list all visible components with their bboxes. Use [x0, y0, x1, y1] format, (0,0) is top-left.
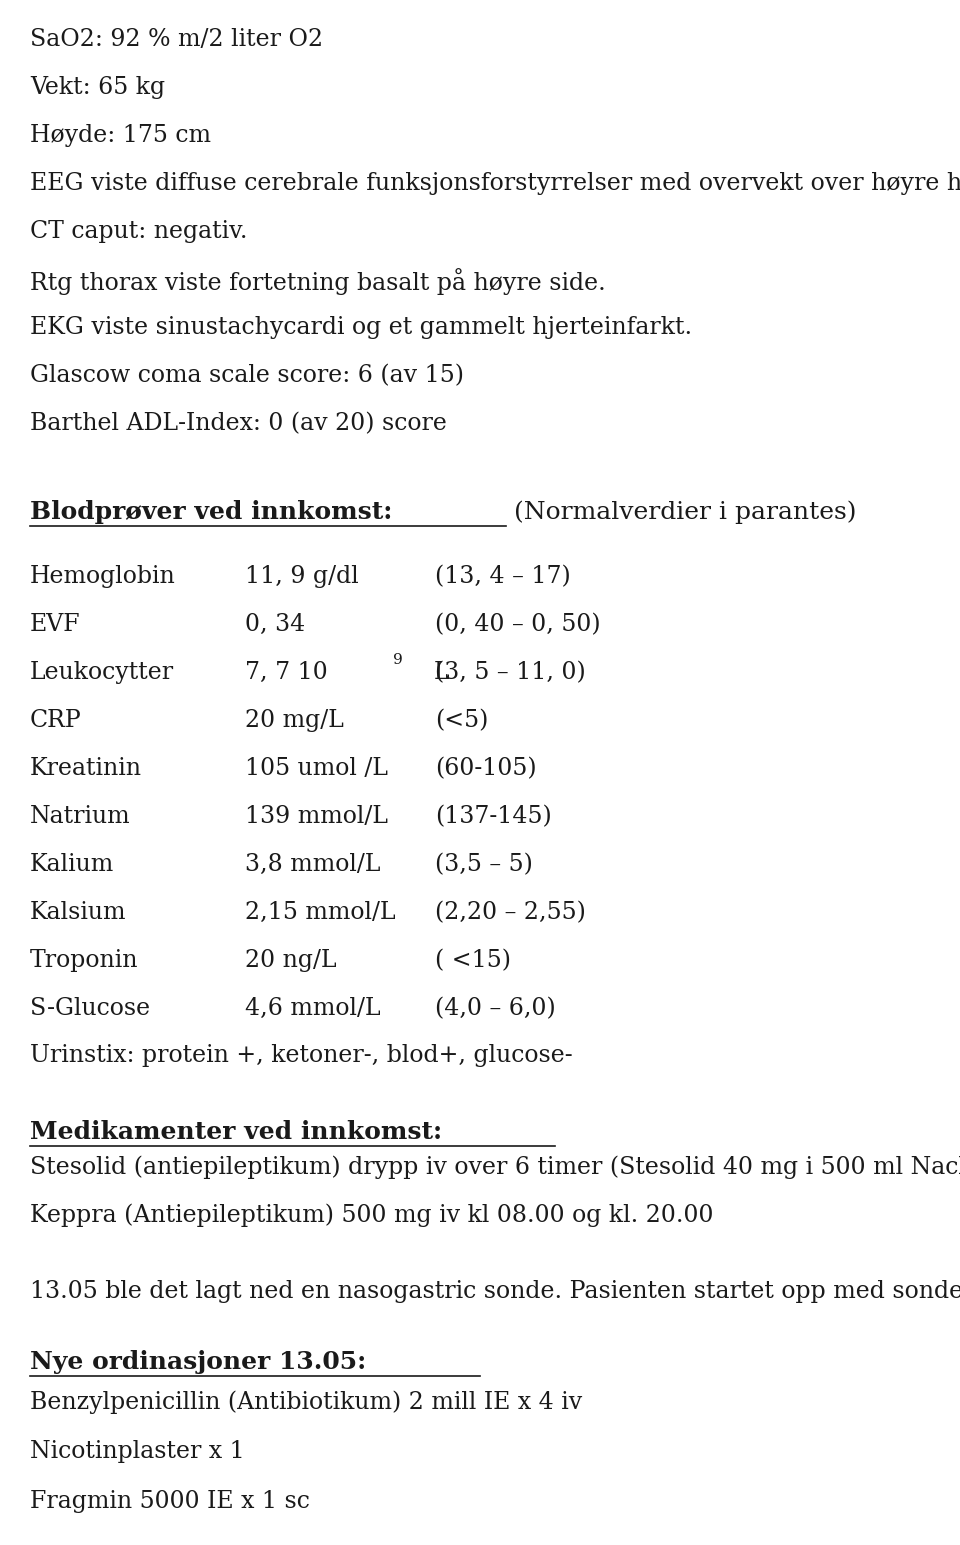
Text: (0, 40 – 0, 50): (0, 40 – 0, 50) — [435, 613, 601, 637]
Text: 3,8 mmol/L: 3,8 mmol/L — [245, 853, 380, 876]
Text: EEG viste diffuse cerebrale funksjonsforstyrrelser med overvekt over høyre hemis: EEG viste diffuse cerebrale funksjonsfor… — [30, 171, 960, 195]
Text: 7, 7 10: 7, 7 10 — [245, 661, 327, 684]
Text: 105 umol /L: 105 umol /L — [245, 757, 388, 780]
Text: (3,5 – 5): (3,5 – 5) — [435, 853, 533, 876]
Text: (3, 5 – 11, 0): (3, 5 – 11, 0) — [435, 661, 586, 684]
Text: (Normalverdier i parantes): (Normalverdier i parantes) — [506, 501, 856, 524]
Text: Benzylpenicillin (Antibiotikum) 2 mill IE x 4 iv: Benzylpenicillin (Antibiotikum) 2 mill I… — [30, 1390, 583, 1414]
Text: Høyde: 175 cm: Høyde: 175 cm — [30, 124, 211, 147]
Text: (137-145): (137-145) — [435, 805, 552, 828]
Text: Leukocytter: Leukocytter — [30, 661, 174, 684]
Text: Kalsium: Kalsium — [30, 901, 127, 924]
Text: ( <15): ( <15) — [435, 949, 511, 972]
Text: Stesolid (antiepileptikum) drypp iv over 6 timer (Stesolid 40 mg i 500 ml Nacl 9: Stesolid (antiepileptikum) drypp iv over… — [30, 1156, 960, 1179]
Text: (60-105): (60-105) — [435, 757, 537, 780]
Text: Barthel ADL-Index: 0 (av 20) score: Barthel ADL-Index: 0 (av 20) score — [30, 413, 446, 436]
Text: 13.05 ble det lagt ned en nasogastric sonde. Pasienten startet opp med sondemate: 13.05 ble det lagt ned en nasogastric so… — [30, 1279, 960, 1302]
Text: Vekt: 65 kg: Vekt: 65 kg — [30, 76, 165, 99]
Text: SaO2: 92 % m/2 liter O2: SaO2: 92 % m/2 liter O2 — [30, 28, 324, 51]
Text: Nicotinplaster x 1: Nicotinplaster x 1 — [30, 1440, 245, 1463]
Text: EVF: EVF — [30, 613, 81, 637]
Text: EKG viste sinustachycardi og et gammelt hjerteinfarkt.: EKG viste sinustachycardi og et gammelt … — [30, 317, 692, 338]
Text: Keppra (Antiepileptikum) 500 mg iv kl 08.00 og kl. 20.00: Keppra (Antiepileptikum) 500 mg iv kl 08… — [30, 1204, 713, 1227]
Text: Glascow coma scale score: 6 (av 15): Glascow coma scale score: 6 (av 15) — [30, 365, 464, 386]
Text: Urinstix: protein +, ketoner-, blod+, glucose-: Urinstix: protein +, ketoner-, blod+, gl… — [30, 1044, 572, 1068]
Text: Rtg thorax viste fortetning basalt på høyre side.: Rtg thorax viste fortetning basalt på hø… — [30, 267, 606, 295]
Text: 0, 34: 0, 34 — [245, 613, 305, 637]
Text: Medikamenter ved innkomst:: Medikamenter ved innkomst: — [30, 1120, 443, 1143]
Text: Hemoglobin: Hemoglobin — [30, 565, 176, 589]
Text: 20 ng/L: 20 ng/L — [245, 949, 337, 972]
Text: 11, 9 g/dl: 11, 9 g/dl — [245, 565, 359, 589]
Text: 20 mg/L: 20 mg/L — [245, 709, 344, 732]
Text: 4,6 mmol/L: 4,6 mmol/L — [245, 997, 380, 1020]
Text: Kreatinin: Kreatinin — [30, 757, 142, 780]
Text: (13, 4 – 17): (13, 4 – 17) — [435, 565, 571, 589]
Text: 9: 9 — [393, 654, 402, 667]
Text: Fragmin 5000 IE x 1 sc: Fragmin 5000 IE x 1 sc — [30, 1489, 310, 1513]
Text: S-Glucose: S-Glucose — [30, 997, 150, 1020]
Text: L: L — [434, 661, 449, 684]
Text: 2,15 mmol/L: 2,15 mmol/L — [245, 901, 396, 924]
Text: Natrium: Natrium — [30, 805, 131, 828]
Text: (4,0 – 6,0): (4,0 – 6,0) — [435, 997, 556, 1020]
Text: CT caput: negativ.: CT caput: negativ. — [30, 219, 248, 243]
Text: Kalium: Kalium — [30, 853, 114, 876]
Text: (2,20 – 2,55): (2,20 – 2,55) — [435, 901, 586, 924]
Text: 139 mmol/L: 139 mmol/L — [245, 805, 388, 828]
Text: (<5): (<5) — [435, 709, 489, 732]
Text: Blodprøver ved innkomst:: Blodprøver ved innkomst: — [30, 501, 393, 524]
Text: CRP: CRP — [30, 709, 82, 732]
Text: Troponin: Troponin — [30, 949, 138, 972]
Text: Nye ordinasjoner 13.05:: Nye ordinasjoner 13.05: — [30, 1350, 367, 1374]
